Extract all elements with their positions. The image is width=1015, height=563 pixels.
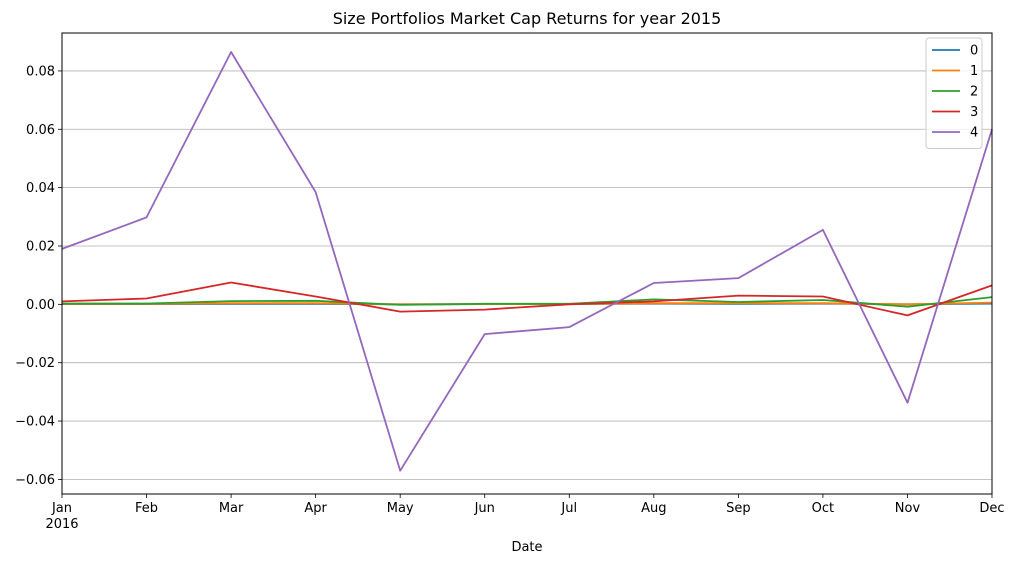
x-tick-label: Mar <box>219 501 244 516</box>
x-tick-label: Sep <box>726 501 751 516</box>
x-tick-label: Feb <box>135 501 158 516</box>
legend-label-1: 1 <box>970 64 978 79</box>
y-tick-label: 0.04 <box>26 181 55 196</box>
legend-label-4: 4 <box>970 126 978 141</box>
plot-frame <box>61 32 993 495</box>
x-tick-label: Jun <box>474 501 495 516</box>
legend-label-3: 3 <box>970 105 978 120</box>
x-axis: Jan Feb Mar Apr May Jun Jul Aug Sep Oct Nov Dec <box>51 494 1005 516</box>
legend-items: 0 1 2 3 4 <box>932 44 978 141</box>
series-line-3 <box>61 281 993 317</box>
y-axis: −0.06 −0.04 −0.02 0.00 0.02 0.04 0.06 0.08 <box>15 64 62 488</box>
y-tick-label: 0.06 <box>26 123 55 138</box>
chart-title: Size Portfolios Market Cap Returns for y… <box>333 9 722 28</box>
x-tick-label: May <box>387 501 414 516</box>
y-tick-label: 0.00 <box>26 298 55 313</box>
y-tick-label: −0.02 <box>15 356 55 371</box>
x-tick-label: Nov <box>895 501 921 516</box>
x-tick-label: Apr <box>304 501 327 516</box>
y-tick-label: 0.08 <box>26 64 55 79</box>
x-year-label: 2016 <box>45 517 78 532</box>
y-tick-label: −0.06 <box>15 473 55 488</box>
x-tick-label: Jul <box>560 501 577 516</box>
legend-label-2: 2 <box>970 85 978 100</box>
legend: 0 1 2 3 4 <box>925 37 983 149</box>
legend-box <box>925 37 983 149</box>
x-tick-label: Aug <box>641 501 666 516</box>
x-tick-label: Dec <box>979 501 1004 516</box>
x-axis-label: Date <box>511 540 542 555</box>
series-lines <box>61 51 993 472</box>
series-line-4 <box>61 51 993 472</box>
x-tick-label: Jan <box>51 501 72 516</box>
y-tick-label: 0.02 <box>26 239 55 254</box>
legend-label-0: 0 <box>970 44 978 59</box>
series-line-2 <box>62 296 993 308</box>
x-tick-label: Oct <box>812 501 834 516</box>
y-tick-label: −0.04 <box>15 415 55 430</box>
grid-lines <box>62 70 992 480</box>
